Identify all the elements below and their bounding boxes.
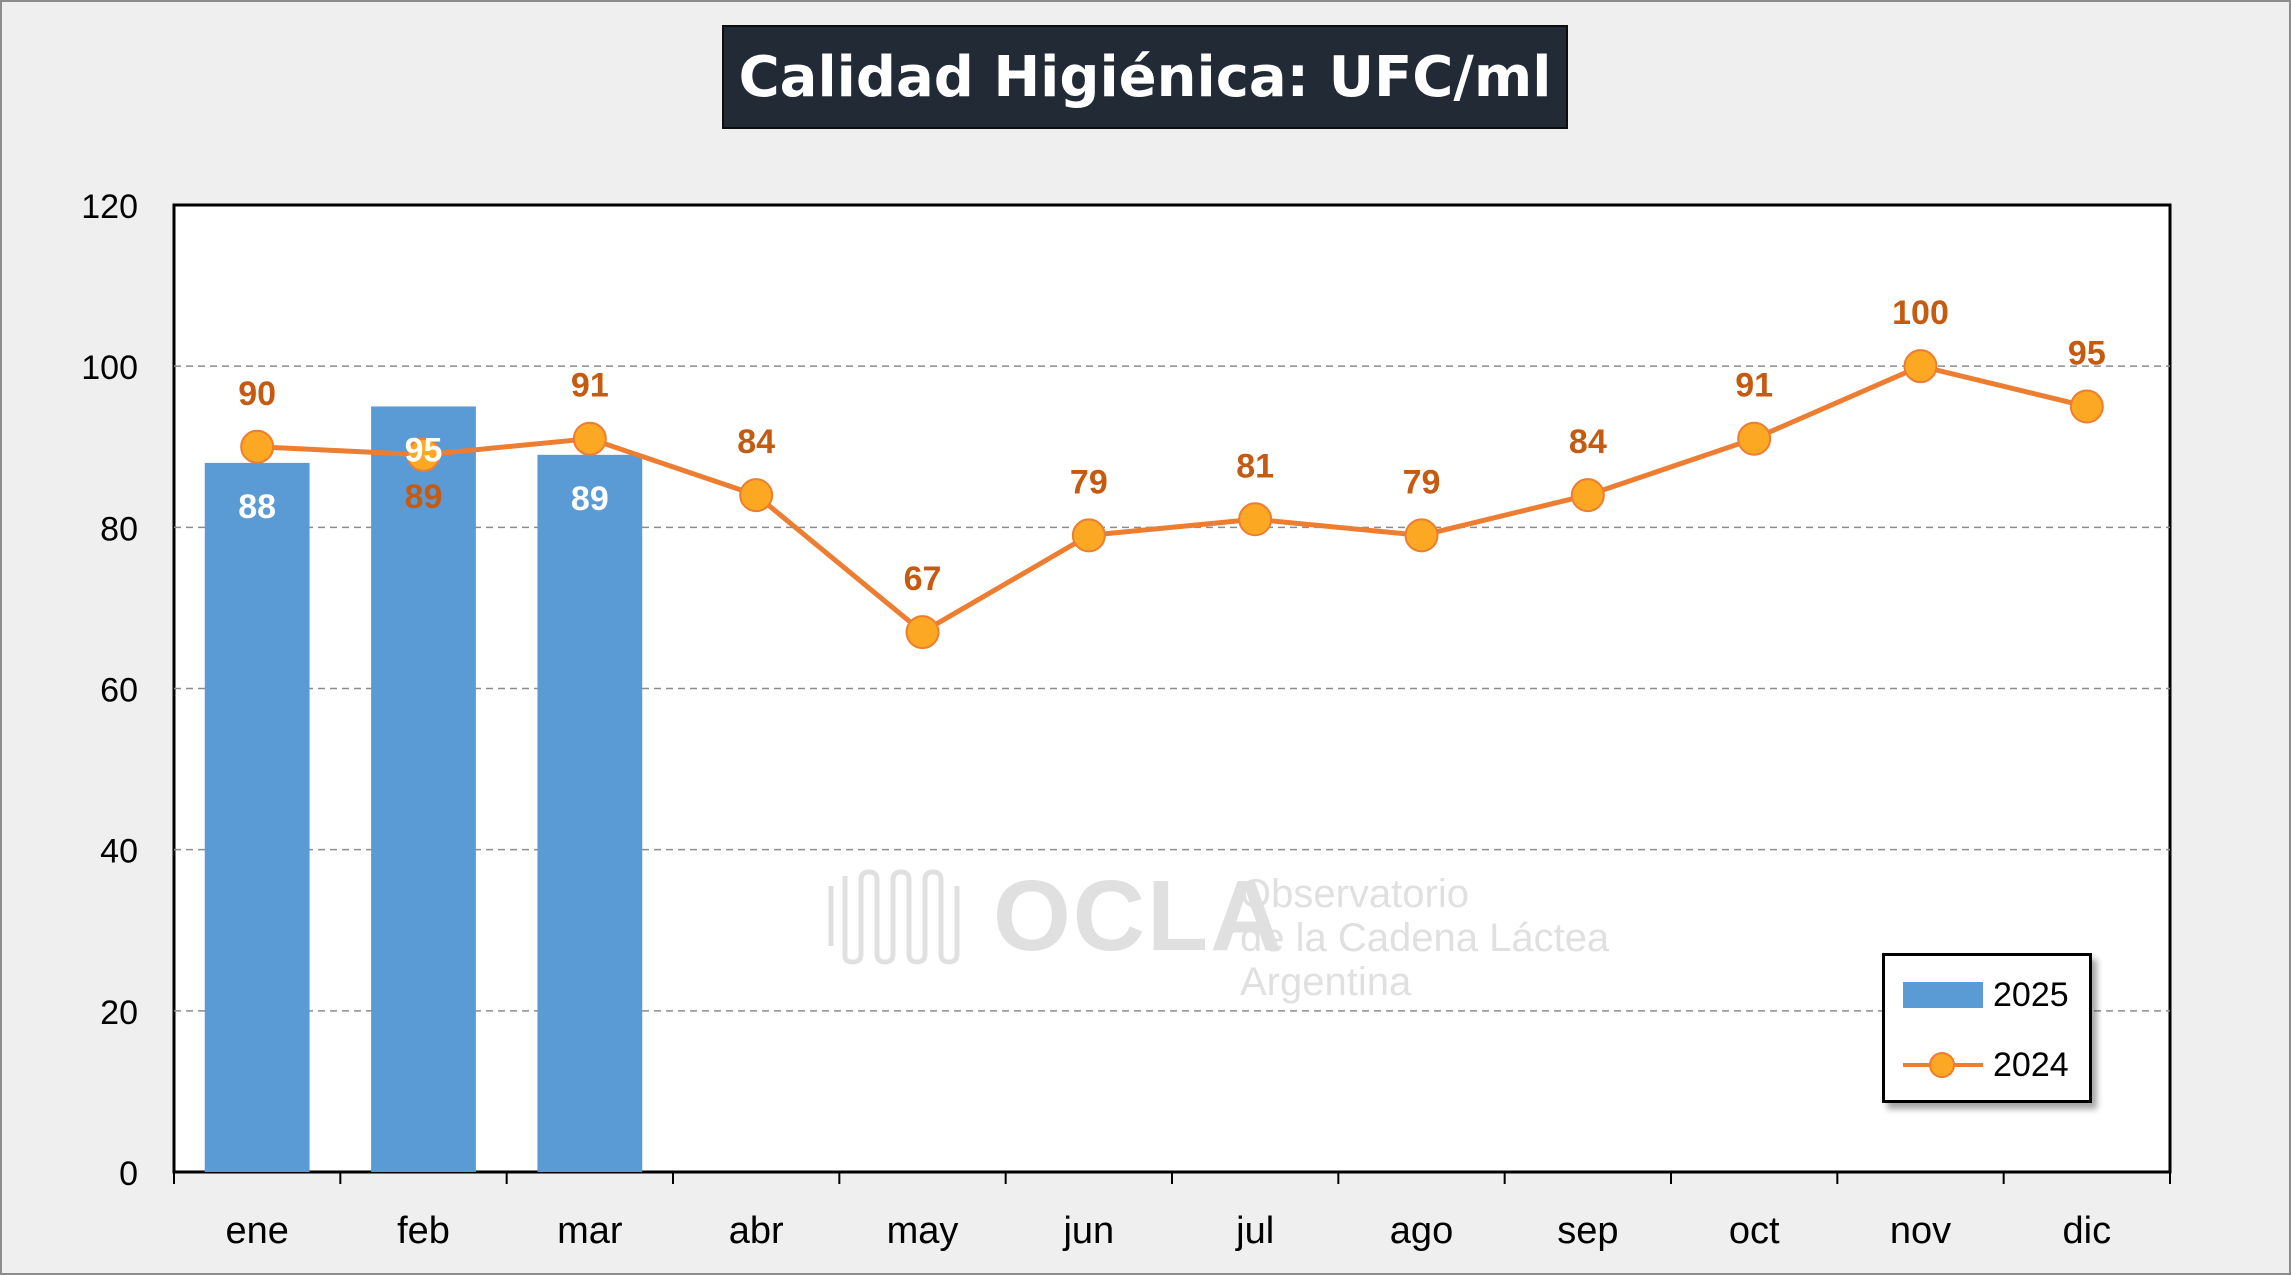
line-data-label: 84 bbox=[737, 423, 775, 461]
ocla-logo-icon bbox=[828, 869, 960, 965]
legend-swatch-bar bbox=[1903, 982, 1983, 1008]
point-2024 bbox=[1570, 478, 1605, 513]
y-tick-label: 40 bbox=[100, 833, 138, 871]
line-data-label: 95 bbox=[2068, 334, 2106, 372]
line-data-label: 81 bbox=[1236, 447, 1274, 485]
point-2024 bbox=[2069, 389, 2104, 424]
y-tick-label: 120 bbox=[81, 188, 138, 226]
x-tick-label: ene bbox=[225, 1210, 288, 1252]
point-2024 bbox=[1071, 518, 1106, 553]
bar-data-label: 95 bbox=[405, 431, 443, 469]
point-2024 bbox=[1903, 349, 1938, 384]
line-data-label: 91 bbox=[571, 367, 609, 405]
watermark-line-3: Argentina bbox=[1240, 960, 1412, 1004]
line-data-label: 90 bbox=[238, 375, 276, 413]
line-data-label: 89 bbox=[405, 478, 443, 516]
bar-2025 bbox=[371, 406, 476, 1172]
y-tick-label: 80 bbox=[100, 510, 138, 548]
x-tick-label: may bbox=[887, 1210, 959, 1252]
legend-label-2025: 2025 bbox=[1993, 975, 2069, 1014]
x-tick-label: jul bbox=[1235, 1210, 1274, 1252]
line-data-label: 79 bbox=[1403, 463, 1441, 501]
point-2024 bbox=[406, 437, 441, 472]
chart-title: Calidad Higiénica: UFC/ml bbox=[722, 25, 1568, 129]
line-data-label: 100 bbox=[1892, 294, 1949, 332]
ocla-watermark: OCLA Observatorio de la Cadena Láctea Ar… bbox=[825, 860, 1609, 1006]
point-2024 bbox=[1238, 502, 1273, 537]
bar-data-label: 89 bbox=[571, 480, 609, 518]
point-2024 bbox=[1404, 518, 1439, 553]
watermark-acronym: OCLA bbox=[993, 860, 1285, 972]
watermark-line-1: Observatorio bbox=[1240, 872, 1469, 916]
point-2024 bbox=[905, 615, 940, 650]
point-2024 bbox=[739, 478, 774, 513]
x-tick-label: jun bbox=[1062, 1210, 1114, 1252]
point-2024 bbox=[572, 421, 607, 456]
y-tick-label: 100 bbox=[81, 349, 138, 387]
y-tick-label: 60 bbox=[100, 672, 138, 710]
point-2024 bbox=[1737, 421, 1772, 456]
x-tick-label: nov bbox=[1890, 1210, 1951, 1252]
x-tick-label: feb bbox=[397, 1210, 450, 1252]
x-tick-label: dic bbox=[2063, 1210, 2112, 1252]
legend: 2025 2024 bbox=[1882, 953, 2092, 1103]
legend-label-2024: 2024 bbox=[1993, 1045, 2069, 1084]
watermark-line-2: de la Cadena Láctea bbox=[1240, 916, 1610, 960]
line-2024 bbox=[257, 363, 2088, 635]
x-tick-label: mar bbox=[557, 1210, 623, 1252]
y-tick-label: 20 bbox=[100, 994, 138, 1032]
bar-data-label: 88 bbox=[238, 488, 276, 526]
bar-2025 bbox=[204, 462, 310, 1172]
line-data-label: 91 bbox=[1735, 367, 1773, 405]
x-tick-label: abr bbox=[729, 1210, 784, 1252]
x-tick-label: ago bbox=[1390, 1210, 1453, 1252]
x-tick-label: oct bbox=[1729, 1210, 1780, 1252]
bar-2025 bbox=[537, 454, 643, 1172]
line-data-label: 84 bbox=[1569, 423, 1607, 461]
point-2024 bbox=[240, 429, 275, 464]
line-data-label: 67 bbox=[904, 560, 942, 598]
line-data-label: 79 bbox=[1070, 463, 1108, 501]
x-tick-label: sep bbox=[1557, 1210, 1618, 1252]
legend-swatch-marker bbox=[1929, 1052, 1955, 1078]
y-tick-label: 0 bbox=[119, 1155, 138, 1193]
